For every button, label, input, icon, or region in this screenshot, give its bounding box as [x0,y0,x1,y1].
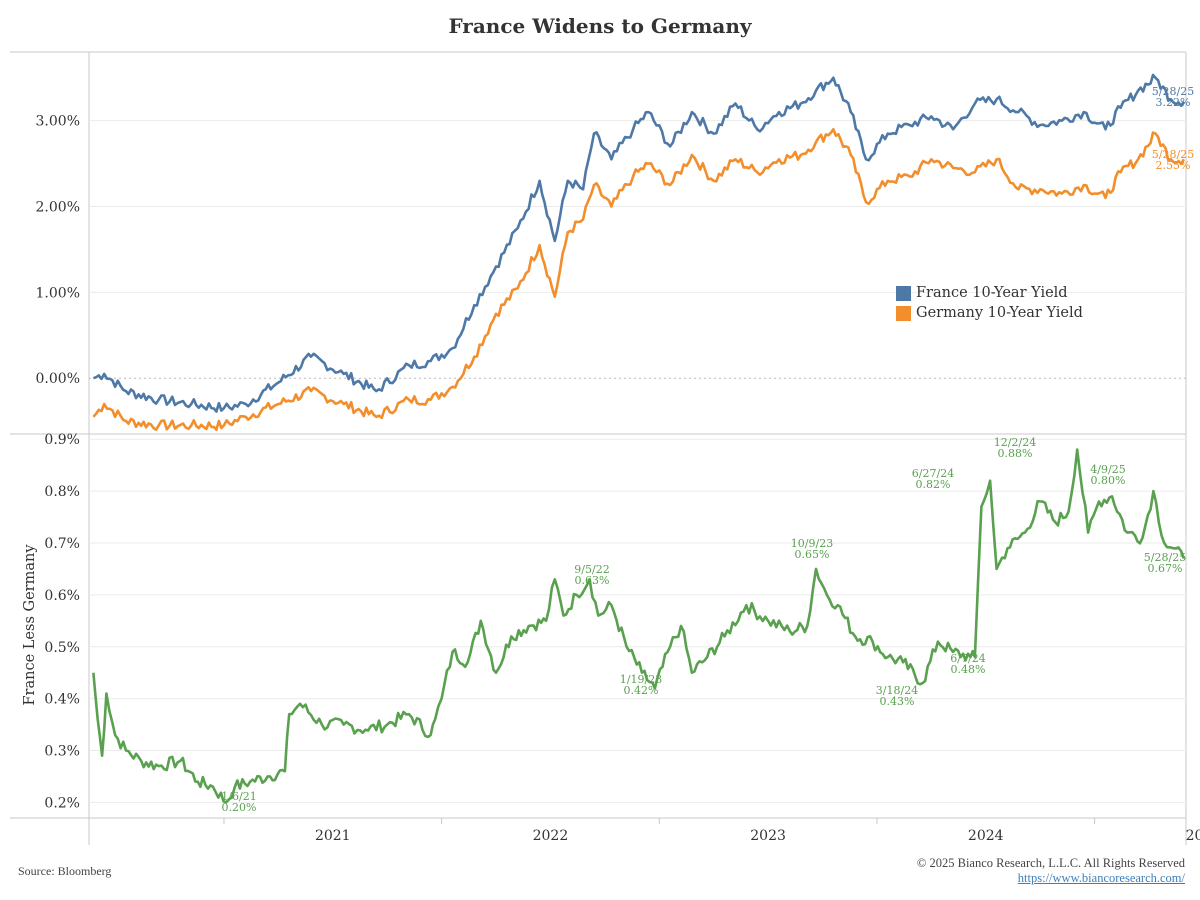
france-end-label-value: 3.22% [1156,96,1191,109]
spread-annotation-value: 0.88% [998,447,1033,460]
spread-annotation-date: 6/27/24 [912,467,954,480]
x-tick-label: 2024 [968,828,1004,844]
copyright-text: © 2025 Bianco Research, L.L.C. All Right… [916,856,1185,870]
chart-frame [10,51,1187,845]
spread-annotation-date: 12/2/24 [994,436,1036,449]
top-y-tick-label: 2.00% [36,200,80,216]
spread-annotation-value: 0.82% [916,478,951,491]
legend-label-germany: Germany 10-Year Yield [916,305,1083,321]
x-tick-label: 2022 [533,828,569,844]
x-tick-label: 2023 [750,828,786,844]
spread-annotation-date: 5/28/25 [1144,551,1186,564]
bottom-y-tick-label: 0.3% [44,744,80,760]
bottom-y-tick-label: 0.8% [44,484,80,500]
germany-end-label-date: 5/28/25 [1152,148,1194,161]
x-axis-ticks: 2021 2022 2023 2024 2025 [223,818,1200,844]
annotations: 5/28/253.22%5/28/252.55%1/6/210.20%9/5/2… [221,85,1194,814]
spread-annotation-date: 1/6/21 [221,790,256,803]
germany-end-label-value: 2.55% [1156,159,1191,172]
source-note: Source: Bloomberg [18,864,112,878]
bottom-y-axis-label: France Less Germany [22,544,38,706]
spread-annotation-value: 0.65% [795,548,830,561]
top-y-tick-label: 1.00% [36,285,80,301]
spread-annotation-date: 9/5/22 [574,563,609,576]
bottom-y-tick-label: 0.4% [44,692,80,708]
spread-annotation-value: 0.20% [222,801,257,814]
bottom-y-axis-ticks: 0.2% 0.3% 0.4% 0.5% 0.6% 0.7% 0.8% 0.9% [44,432,80,811]
x-tick-label: 2021 [315,828,351,844]
france-yield-line [92,73,1185,413]
spread-annotation-value: 0.63% [575,574,610,587]
spread-annotation-date: 4/9/25 [1090,463,1125,476]
spread-annotation-value: 0.42% [624,684,659,697]
spread-annotation-date: 1/19/23 [620,673,662,686]
spread-annotation-value: 0.43% [880,695,915,708]
series-lines [92,73,1186,804]
legend-label-france: France 10-Year Yield [916,285,1068,301]
bottom-y-tick-label: 0.7% [44,536,80,552]
bottom-y-tick-label: 0.9% [44,432,80,448]
spread-line [92,448,1186,804]
x-tick-label: 2025 [1186,828,1200,844]
top-y-tick-label: 3.00% [36,114,80,130]
legend-swatch-france [896,285,911,301]
spread-annotation-date: 3/18/24 [876,684,918,697]
spread-annotation-value: 0.48% [951,663,986,676]
legend-item-france[interactable]: France 10-Year Yield [896,283,1083,303]
legend-item-germany[interactable]: Germany 10-Year Yield [896,303,1083,323]
spread-annotation-value: 0.80% [1091,474,1126,487]
bottom-gridlines [89,438,1186,803]
legend: France 10-Year Yield Germany 10-Year Yie… [896,283,1083,323]
bottom-y-tick-label: 0.5% [44,640,80,656]
spread-annotation-value: 0.67% [1148,562,1183,575]
top-y-axis-ticks: 0.00% 1.00% 2.00% 3.00% [36,114,80,388]
spread-annotation-date: 6/7/24 [950,652,985,665]
bottom-y-tick-label: 0.2% [44,795,80,811]
top-gridlines [89,120,1186,379]
footer: © 2025 Bianco Research, L.L.C. All Right… [917,856,1185,886]
bottom-y-tick-label: 0.6% [44,588,80,604]
france-end-label-date: 5/28/25 [1152,85,1194,98]
top-y-tick-label: 0.00% [36,371,80,387]
chart-title: France Widens to Germany [448,14,752,38]
legend-swatch-germany [896,305,911,321]
spread-annotation-date: 10/9/23 [791,537,833,550]
germany-yield-line [92,128,1185,431]
website-link[interactable]: https://www.biancoresearch.com/ [1017,871,1185,885]
